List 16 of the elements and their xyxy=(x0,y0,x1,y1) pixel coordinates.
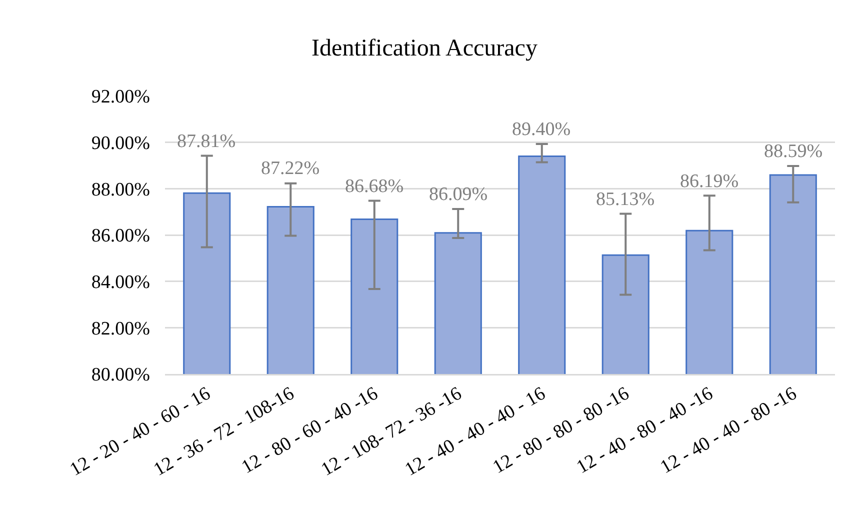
data-label: 86.19% xyxy=(680,171,739,192)
data-label: 85.13% xyxy=(596,189,655,210)
chart-title: Identification Accuracy xyxy=(312,35,538,62)
data-label: 88.59% xyxy=(764,141,823,162)
y-tick-label: 86.00% xyxy=(91,226,150,247)
y-tick-label: 84.00% xyxy=(91,272,150,293)
y-tick-label: 92.00% xyxy=(91,86,150,108)
y-tick-label: 82.00% xyxy=(91,318,150,340)
data-label: 87.81% xyxy=(177,131,236,152)
data-label: 87.22% xyxy=(261,158,320,179)
data-label: 89.40% xyxy=(512,119,571,140)
y-tick-label: 90.00% xyxy=(91,132,150,154)
y-tick-label: 88.00% xyxy=(91,179,150,200)
data-label: 86.09% xyxy=(429,184,488,205)
data-label: 86.68% xyxy=(345,176,404,197)
y-tick-label: 80.00% xyxy=(91,364,150,386)
